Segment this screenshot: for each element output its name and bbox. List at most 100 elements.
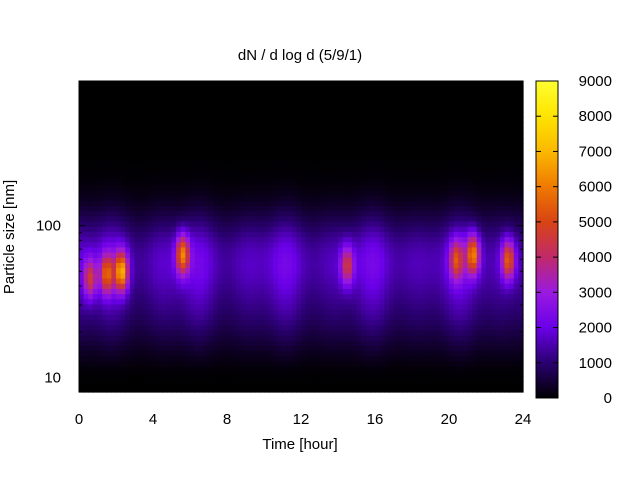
- heatmap-cell: [277, 329, 284, 336]
- heatmap-cell: [347, 138, 353, 144]
- heatmap-cell: [333, 200, 339, 206]
- heatmap-cell: [79, 340, 85, 346]
- heatmap-cell: [439, 148, 445, 155]
- heatmap-cell: [245, 153, 251, 160]
- heatmap-cell: [203, 277, 210, 284]
- heatmap-cell: [365, 314, 371, 321]
- heatmap-cell: [250, 376, 256, 383]
- heatmap-cell: [379, 210, 385, 217]
- heatmap-cell: [153, 112, 159, 118]
- heatmap-cell: [379, 366, 385, 372]
- heatmap-cell: [83, 148, 89, 155]
- heatmap-cell: [134, 236, 140, 243]
- heatmap-cell: [273, 246, 279, 253]
- heatmap-cell: [194, 158, 200, 165]
- heatmap-cell: [217, 319, 223, 326]
- heatmap-cell: [370, 262, 376, 269]
- heatmap-cell: [402, 215, 408, 222]
- heatmap-cell: [194, 267, 200, 274]
- heatmap-cell: [347, 376, 353, 383]
- heatmap-cell: [370, 86, 376, 92]
- heatmap-cell: [338, 148, 344, 155]
- heatmap-cell: [148, 184, 154, 191]
- heatmap-cell: [222, 246, 228, 253]
- heatmap-cell: [421, 262, 427, 269]
- heatmap-cell: [314, 366, 321, 372]
- heatmap-cell: [324, 179, 330, 186]
- heatmap-cell: [83, 138, 89, 144]
- heatmap-cell: [338, 329, 344, 336]
- heatmap-cell: [314, 195, 321, 201]
- heatmap-cell: [157, 163, 163, 170]
- heatmap-cell: [166, 303, 173, 310]
- heatmap-cell: [194, 184, 200, 191]
- heatmap-cell: [296, 303, 302, 310]
- heatmap-cell: [351, 184, 358, 191]
- heatmap-cell: [88, 143, 94, 149]
- heatmap-cell: [190, 345, 196, 352]
- heatmap-cell: [421, 127, 427, 134]
- heatmap-cell: [143, 262, 149, 269]
- heatmap-cell: [92, 355, 99, 362]
- heatmap-cell: [199, 143, 205, 149]
- heatmap-cell: [171, 262, 177, 269]
- heatmap-cell: [333, 241, 339, 248]
- heatmap-cell: [291, 163, 297, 170]
- heatmap-cell: [301, 381, 307, 388]
- heatmap-cell: [222, 329, 228, 336]
- heatmap-cell: [333, 210, 339, 217]
- heatmap-cell: [194, 205, 200, 212]
- heatmap-cell: [310, 272, 316, 279]
- heatmap-cell: [425, 117, 432, 124]
- heatmap-cell: [282, 272, 288, 279]
- heatmap-cell: [227, 277, 233, 284]
- heatmap-cell: [314, 360, 321, 367]
- heatmap-cell: [412, 371, 418, 378]
- heatmap-cell: [125, 314, 131, 321]
- heatmap-cell: [347, 101, 353, 108]
- heatmap-cell: [287, 169, 293, 175]
- heatmap-cell: [412, 252, 418, 258]
- heatmap-cell: [282, 283, 288, 289]
- heatmap-cell: [342, 360, 348, 367]
- heatmap-cell: [305, 174, 311, 181]
- heatmap-cell: [125, 303, 131, 310]
- heatmap-cell: [301, 205, 307, 212]
- heatmap-cell: [402, 179, 408, 186]
- heatmap-cell: [351, 200, 358, 206]
- heatmap-cell: [240, 272, 247, 279]
- heatmap-cell: [356, 153, 362, 160]
- heatmap-cell: [213, 319, 219, 326]
- heatmap-cell: [97, 324, 103, 331]
- heatmap-cell: [421, 288, 427, 295]
- heatmap-cell: [402, 288, 408, 295]
- heatmap-cell: [379, 288, 385, 295]
- heatmap-cell: [180, 360, 186, 367]
- heatmap-cell: [268, 381, 274, 388]
- heatmap-cell: [287, 252, 293, 258]
- heatmap-cell: [245, 314, 251, 321]
- heatmap-cell: [120, 267, 126, 274]
- heatmap-cell: [421, 345, 427, 352]
- heatmap-cell: [449, 215, 455, 222]
- heatmap-cell: [190, 158, 196, 165]
- heatmap-cell: [79, 236, 85, 243]
- heatmap-cell: [203, 195, 210, 201]
- heatmap-cell: [333, 277, 339, 284]
- heatmap-cell: [120, 298, 126, 305]
- heatmap-cell: [277, 371, 284, 378]
- heatmap-cell: [129, 366, 136, 372]
- heatmap-cell: [282, 143, 288, 149]
- heatmap-cell: [245, 101, 251, 108]
- heatmap-cell: [388, 179, 395, 186]
- heatmap-cell: [190, 293, 196, 300]
- heatmap-cell: [92, 246, 99, 253]
- heatmap-cell: [453, 231, 459, 238]
- heatmap-cell: [199, 106, 205, 113]
- heatmap-cell: [268, 112, 274, 118]
- heatmap-cell: [92, 91, 99, 98]
- heatmap-cell: [153, 215, 159, 222]
- heatmap-cell: [116, 293, 122, 300]
- heatmap-cell: [180, 298, 186, 305]
- heatmap-cell: [79, 101, 85, 108]
